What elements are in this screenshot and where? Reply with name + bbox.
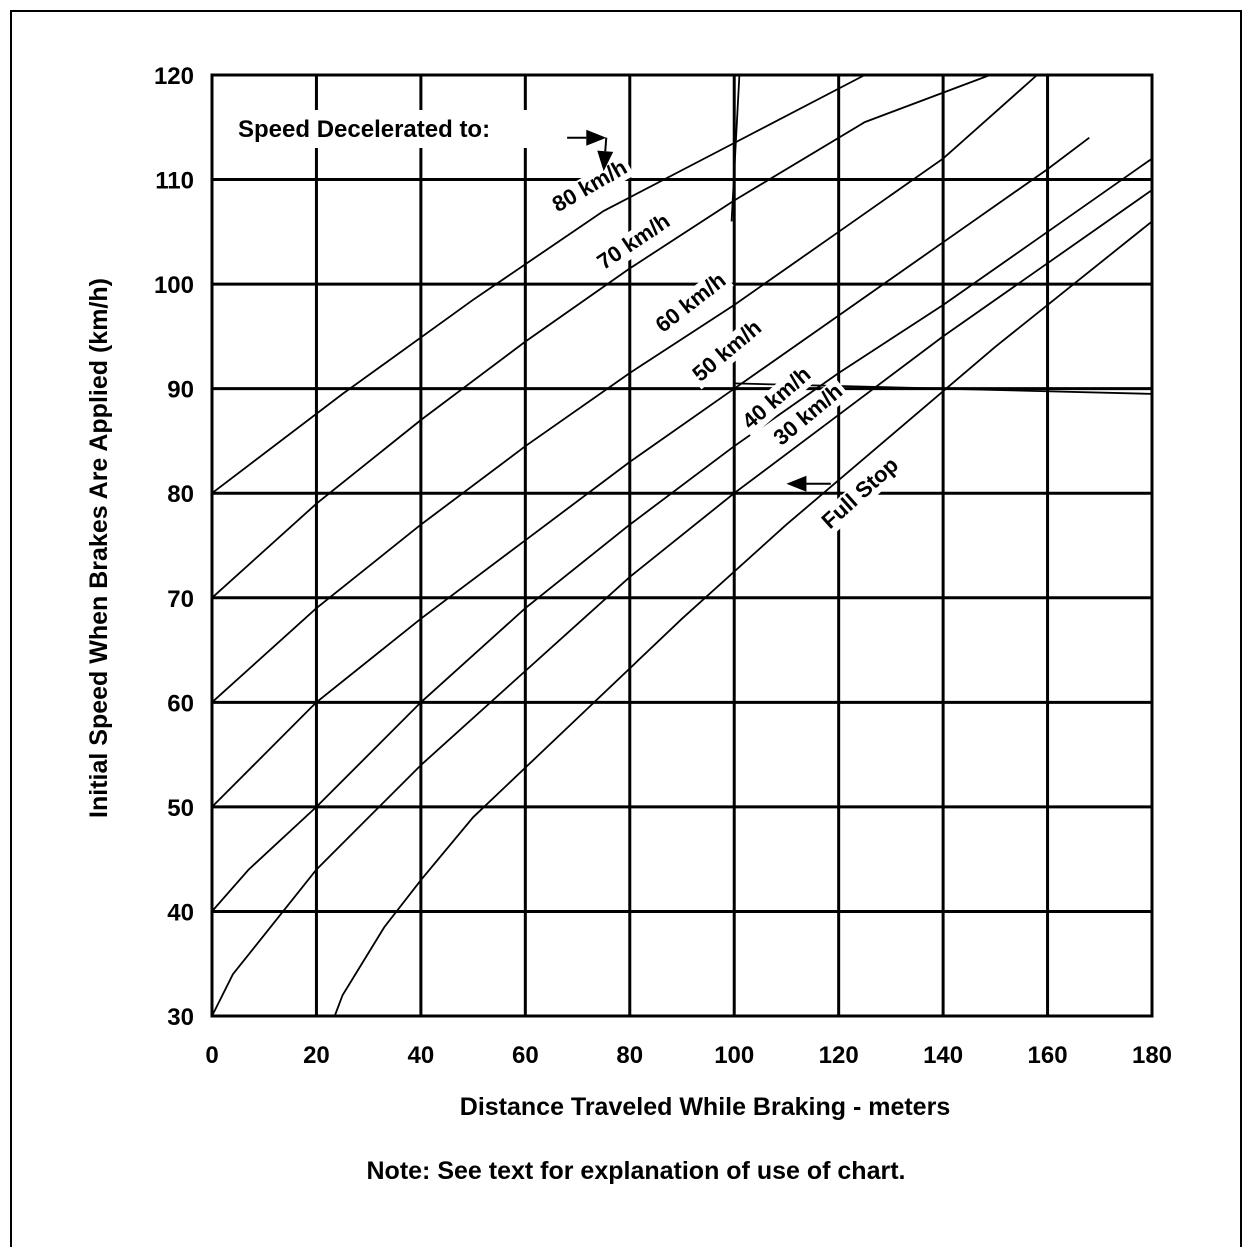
label-masks (232, 110, 562, 148)
plot-border (210, 73, 1154, 1018)
y-tick-label: 40 (167, 899, 194, 926)
x-tick-label: 60 (512, 1042, 539, 1069)
legend-title-mask (232, 110, 562, 148)
x-tick-label: 0 (205, 1042, 218, 1069)
curve-label-group: 50 km/h (686, 314, 770, 390)
y-tick-label: 50 (167, 795, 194, 822)
curve-30-km-h (211, 189, 1153, 1017)
x-tick-label: 100 (714, 1042, 754, 1069)
curve-label-mask (590, 207, 678, 278)
x-tick-label: 120 (819, 1042, 859, 1069)
curve-70-km-h (211, 74, 991, 599)
y-tick-label: 90 (167, 377, 194, 404)
x-tick-label: 40 (408, 1042, 435, 1069)
curve-50-km-h (211, 136, 1090, 808)
curve-full-stop (333, 220, 1153, 1017)
y-tick-label: 80 (167, 481, 194, 508)
page-frame (10, 10, 1242, 1247)
curve-80-km-h (211, 74, 866, 494)
arrow-shaft (604, 137, 608, 152)
curve-label-group: 60 km/h (649, 266, 734, 341)
x-tick-label: 180 (1132, 1042, 1172, 1069)
y-tick-label: 120 (154, 63, 194, 90)
curve-40-km-h (211, 157, 1153, 912)
data-curves (211, 74, 1153, 1017)
y-tick-label: 110 (155, 168, 194, 195)
curve-label-mask (767, 377, 851, 454)
x-tick-label: 80 (616, 1042, 643, 1069)
y-tick-label: 100 (154, 272, 194, 299)
curve-label: 60 km/h (651, 267, 731, 337)
curve-60-km-h (211, 74, 1038, 703)
y-tick-labels: 30 40 50 60 70 80 90 100 110 120 (154, 63, 194, 1031)
grid-lines (210, 73, 1154, 1018)
legend-title: Speed Decelerated to: (238, 116, 490, 143)
arrow-head (786, 475, 807, 492)
curve-labels: 80 km/h70 km/h60 km/h50 km/h40 km/h30 km… (545, 154, 911, 541)
chart-note: Note: See text for explanation of use of… (367, 1157, 906, 1185)
x-tick-label: 140 (923, 1042, 963, 1069)
curve-label-mask (545, 154, 635, 220)
y-tick-label: 30 (167, 1004, 194, 1031)
curve-label: 50 km/h (687, 315, 766, 387)
arrow-head (597, 150, 614, 172)
extra-line (730, 74, 741, 222)
curve-label-mask (735, 360, 819, 437)
x-tick-label: 20 (303, 1042, 330, 1069)
curve-label: 80 km/h (548, 154, 631, 217)
x-axis-label: Distance Traveled While Braking - meters (460, 1093, 950, 1121)
curve-label-mask (686, 314, 770, 390)
curve-label-mask (649, 266, 734, 341)
y-tick-label: 70 (167, 586, 194, 613)
arrow-head (586, 129, 607, 146)
x-tick-labels: 0 20 40 60 80 100 120 140 160 180 (205, 1042, 1172, 1069)
curve-label: 70 km/h (592, 208, 674, 275)
curve-label-group: 80 km/h (545, 154, 635, 220)
y-tick-label: 60 (167, 690, 194, 717)
y-axis-label: Initial Speed When Brakes Are Applied (k… (85, 278, 113, 818)
x-tick-label: 160 (1028, 1042, 1068, 1069)
curve-label-mask (811, 447, 911, 541)
arrows (567, 129, 831, 492)
